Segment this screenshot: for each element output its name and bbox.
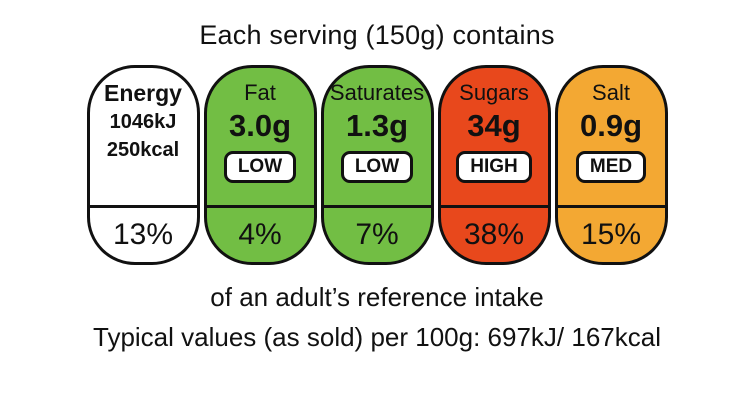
salt-percent: 15% (557, 205, 665, 262)
saturates-name: Saturates (329, 80, 425, 105)
saturates-percent: 7% (323, 205, 431, 262)
fat-name: Fat (244, 80, 276, 105)
typical-values-text: Typical values (as sold) per 100g: 697kJ… (93, 322, 661, 352)
sugars-value: 34g (467, 108, 521, 143)
pill-energy: Energy 1046kJ 250kcal 13% (86, 65, 200, 265)
pill-sugars: Sugars 34g HIGH 38% (437, 65, 551, 265)
energy-kj-value: 1046kJ (109, 111, 177, 133)
fat-level-badge: LOW (223, 151, 297, 183)
sugars-percent: 38% (440, 205, 548, 262)
pill-sugars-top: Sugars 34g HIGH (441, 68, 548, 205)
pill-fat-top: Fat 3.0g LOW (207, 68, 314, 205)
fat-value: 3.0g (228, 108, 292, 143)
salt-level-badge: MED (575, 151, 647, 183)
salt-value: 0.9g (579, 108, 643, 143)
pill-saturates: Saturates 1.3g LOW 7% (320, 65, 434, 265)
sugars-level-badge: HIGH (456, 151, 532, 183)
pill-salt-top: Salt 0.9g MED (558, 68, 665, 205)
fat-percent: 4% (206, 205, 314, 262)
nutrient-pills-row: Energy 1046kJ 250kcal 13% Fat 3.0g LOW 4… (86, 65, 668, 265)
energy-name: Energy (104, 80, 182, 106)
pill-energy-top: Energy 1046kJ 250kcal (90, 68, 197, 205)
saturates-value: 1.3g (345, 108, 409, 143)
energy-kcal-value: 250kcal (106, 139, 180, 161)
sugars-name: Sugars (459, 80, 529, 105)
salt-name: Salt (592, 80, 630, 105)
saturates-level-badge: LOW (340, 151, 414, 183)
energy-percent: 13% (89, 205, 197, 262)
pill-fat: Fat 3.0g LOW 4% (203, 65, 317, 265)
reference-intake-text: of an adult’s reference intake (210, 282, 544, 312)
pill-salt: Salt 0.9g MED 15% (554, 65, 668, 265)
serving-title: Each serving (150g) contains (199, 20, 555, 50)
pill-saturates-top: Saturates 1.3g LOW (324, 68, 431, 205)
